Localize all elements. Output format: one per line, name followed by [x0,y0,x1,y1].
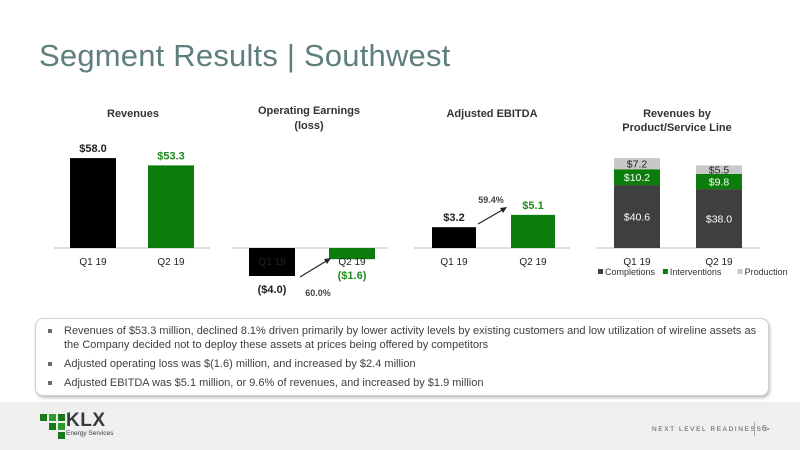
data-label: $38.0 [706,214,732,226]
arrowhead-icon [500,207,507,213]
bullet-square-icon [48,381,52,385]
tagline: NEXT LEVEL READINESS > [652,426,772,433]
arrowhead-icon [324,258,331,264]
chart-title: Operating Earnings [258,105,360,117]
data-label: $53.3 [157,150,185,162]
data-label: $40.6 [624,212,650,224]
legend-entry: Production [745,267,788,277]
chart-title: Revenues by [643,108,712,120]
klx-logo-icon [40,414,65,439]
data-label: ($1.6) [338,270,367,282]
page-number: 6 [762,424,767,433]
charts-area: Revenues $58.0 Q1 19 $53.3 Q2 19 Operating Ea… [54,105,788,298]
bar [432,227,476,248]
stacked-bar-segment [614,158,660,170]
data-label: $58.0 [79,143,107,155]
chart-title: Revenues [107,108,159,120]
data-label: ($4.0) [258,284,287,296]
stacked-bar-segment [614,185,660,248]
data-label: $9.8 [709,177,730,189]
stacked-bar-segment [696,165,742,174]
summary-box: Revenues of $53.3 million, declined 8.1%… [35,318,769,396]
percent-change-label: 60.0% [305,288,331,298]
logo-wordmark: KLX [66,410,106,431]
legend-entry: Interventions [670,267,722,277]
bar [70,158,116,248]
bullet-text: Adjusted EBITDA was $5.1 million, or 9.6… [64,377,484,389]
chart-title: Adjusted EBITDA [446,108,537,120]
bar [329,248,375,260]
stacked-bar-segment [696,173,742,190]
stacked-bar-segment [614,169,660,186]
trend-arrow-icon [299,259,329,278]
percent-change-label: 59.4% [478,195,504,205]
data-label: $5.5 [709,165,730,177]
page-title: Segment Results | Southwest [39,38,451,73]
chart-title: (loss) [294,120,324,132]
footer: KLX Energy Services NEXT LEVEL READINESS… [0,402,800,450]
tick-label: Q2 19 [705,257,733,268]
bullet-item: Adjusted EBITDA was $5.1 million, or 9.6… [46,376,758,390]
chart-title: Product/Service Line [622,122,731,134]
stacked-bar-segment [696,189,742,248]
tick-label: Q2 19 [338,257,366,268]
bar [148,165,194,248]
footer-divider [754,422,755,436]
data-label: $3.2 [443,212,464,224]
tick-label: Q2 19 [157,257,185,268]
bullet-square-icon [48,329,52,333]
legend-swatch [598,269,603,274]
tick-label: Q1 19 [623,257,651,268]
tick-label: Q2 19 [519,257,547,268]
tick-label: Q1 19 [79,257,107,268]
trend-arrow-icon [477,208,505,225]
bullet-text: Adjusted operating loss was $(1.6) milli… [64,358,416,370]
bullet-text: Revenues of $53.3 million, declined 8.1%… [64,325,757,351]
tick-label: Q1 19 [258,257,286,268]
data-label: $10.2 [624,172,650,184]
bar [249,248,295,276]
legend-swatch [737,269,743,274]
data-label: $7.2 [627,159,648,171]
bullet-item: Revenues of $53.3 million, declined 8.1%… [46,324,758,352]
bullet-item: Adjusted operating loss was $(1.6) milli… [46,357,758,371]
legend-swatch [662,269,668,274]
bullet-square-icon [48,362,52,366]
legend-entry: Completions [605,267,656,277]
logo-subtitle: Energy Services [66,430,114,437]
tick-label: Q1 19 [440,257,468,268]
data-label: $5.1 [522,200,543,212]
bar [511,214,555,248]
